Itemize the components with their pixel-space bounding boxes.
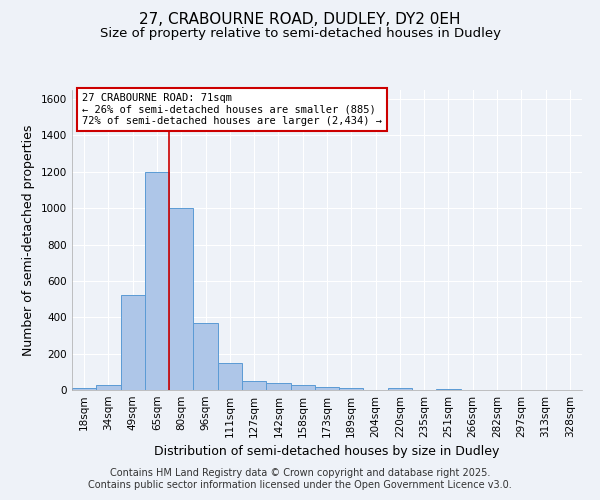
- Bar: [169, 208, 193, 390]
- Bar: [290, 386, 315, 390]
- Text: 27 CRABOURNE ROAD: 71sqm
← 26% of semi-detached houses are smaller (885)
72% of : 27 CRABOURNE ROAD: 71sqm ← 26% of semi-d…: [82, 93, 382, 126]
- Bar: [96, 384, 121, 390]
- Bar: [121, 296, 145, 390]
- Y-axis label: Number of semi-detached properties: Number of semi-detached properties: [22, 124, 35, 356]
- Bar: [315, 388, 339, 390]
- Bar: [266, 382, 290, 390]
- Bar: [193, 322, 218, 390]
- Bar: [145, 172, 169, 390]
- Bar: [339, 388, 364, 390]
- Bar: [436, 389, 461, 390]
- Bar: [388, 388, 412, 390]
- Bar: [72, 388, 96, 390]
- Text: Contains public sector information licensed under the Open Government Licence v3: Contains public sector information licen…: [88, 480, 512, 490]
- Bar: [242, 381, 266, 390]
- Text: Contains HM Land Registry data © Crown copyright and database right 2025.: Contains HM Land Registry data © Crown c…: [110, 468, 490, 477]
- Bar: [218, 362, 242, 390]
- Text: 27, CRABOURNE ROAD, DUDLEY, DY2 0EH: 27, CRABOURNE ROAD, DUDLEY, DY2 0EH: [139, 12, 461, 28]
- Text: Size of property relative to semi-detached houses in Dudley: Size of property relative to semi-detach…: [100, 28, 500, 40]
- X-axis label: Distribution of semi-detached houses by size in Dudley: Distribution of semi-detached houses by …: [154, 446, 500, 458]
